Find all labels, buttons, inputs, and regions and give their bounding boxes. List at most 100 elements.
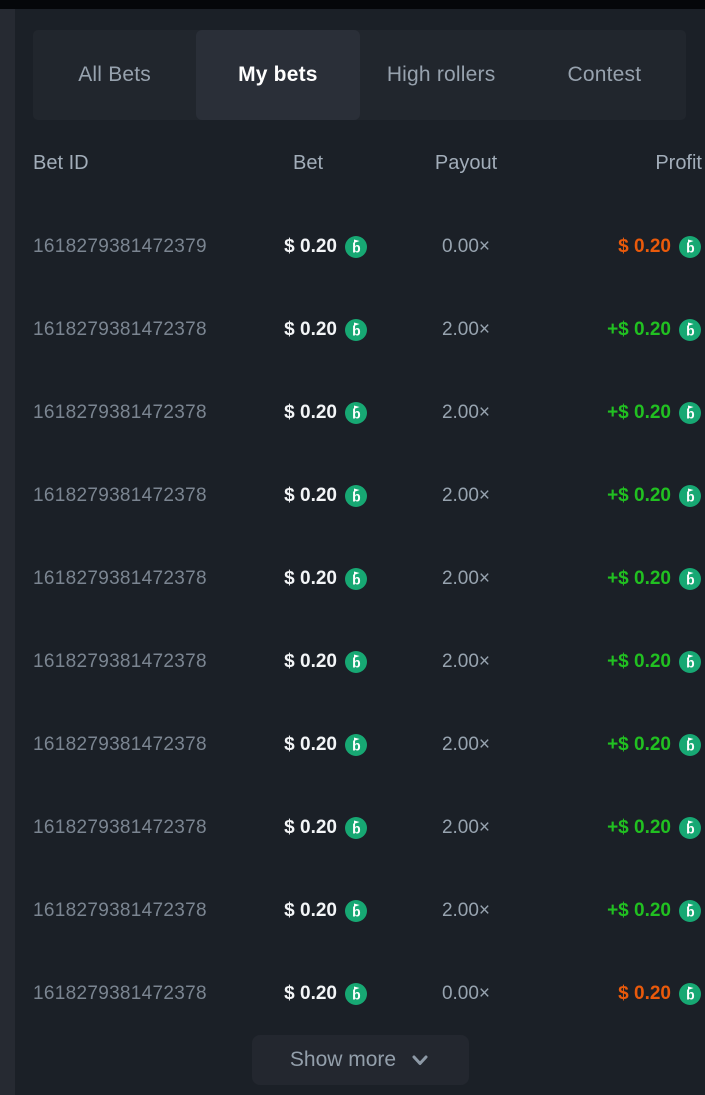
table-row[interactable]: 1618279381472378 $ 0.20 b 0.00× $ 0.20 b (15, 952, 705, 1035)
table-row[interactable]: 1618279381472379 $ 0.20 b 0.00× $ 0.20 b (15, 205, 705, 288)
svg-text:b: b (352, 903, 361, 919)
table-row[interactable]: 1618279381472378 $ 0.20 b 2.00× +$ 0.20 … (15, 786, 705, 869)
profit-amount: +$ 0.20 (607, 484, 671, 506)
table-header: Bet ID Bet Payout Profit (15, 148, 705, 178)
bet-amount: $ 0.20 (284, 733, 337, 755)
profit-cell: +$ 0.20 b (564, 318, 702, 342)
payout-multiplier: 2.00× (441, 401, 491, 423)
bcd-coin-icon: b (678, 650, 702, 674)
bet-id: 1618279381472378 (33, 899, 207, 921)
bcd-coin-icon: b (344, 235, 368, 259)
bcd-coin-icon: b (678, 567, 702, 591)
svg-text:b: b (352, 737, 361, 753)
svg-text:b: b (686, 405, 695, 421)
payout-multiplier: 2.00× (441, 650, 491, 672)
chevron-down-icon (412, 1055, 428, 1065)
profit-amount: +$ 0.20 (607, 650, 671, 672)
svg-text:b: b (352, 405, 361, 421)
profit-amount: $ 0.20 (618, 235, 671, 257)
table-row[interactable]: 1618279381472378 $ 0.20 b 2.00× +$ 0.20 … (15, 454, 705, 537)
bcd-coin-icon: b (344, 567, 368, 591)
svg-text:b: b (686, 820, 695, 836)
svg-text:b: b (686, 737, 695, 753)
bet-id: 1618279381472378 (33, 484, 207, 506)
bet-id: 1618279381472378 (33, 733, 207, 755)
svg-text:b: b (686, 322, 695, 338)
bet-amount: $ 0.20 (284, 401, 337, 423)
svg-text:b: b (352, 571, 361, 587)
profit-amount: $ 0.20 (618, 982, 671, 1004)
tab-high-rollers[interactable]: High rollers (360, 30, 523, 120)
table-row[interactable]: 1618279381472378 $ 0.20 b 2.00× +$ 0.20 … (15, 371, 705, 454)
svg-text:b: b (686, 488, 695, 504)
bet-amount-cell: $ 0.20 b (248, 401, 368, 425)
bet-amount-cell: $ 0.20 b (248, 567, 368, 591)
profit-cell: +$ 0.20 b (564, 650, 702, 674)
bet-id: 1618279381472378 (33, 567, 207, 589)
table-row[interactable]: 1618279381472378 $ 0.20 b 2.00× +$ 0.20 … (15, 537, 705, 620)
bet-amount-cell: $ 0.20 b (248, 899, 368, 923)
bet-amount-cell: $ 0.20 b (248, 733, 368, 757)
bcd-coin-icon: b (344, 318, 368, 342)
bcd-coin-icon: b (678, 484, 702, 508)
bcd-coin-icon: b (678, 816, 702, 840)
svg-text:b: b (686, 239, 695, 255)
profit-cell: +$ 0.20 b (564, 567, 702, 591)
bet-amount-cell: $ 0.20 b (248, 235, 368, 259)
svg-text:b: b (352, 986, 361, 1002)
payout-multiplier: 0.00× (441, 982, 491, 1004)
svg-text:b: b (686, 986, 695, 1002)
profit-amount: +$ 0.20 (607, 816, 671, 838)
profit-amount: +$ 0.20 (607, 567, 671, 589)
bcd-coin-icon: b (678, 733, 702, 757)
bet-id: 1618279381472378 (33, 816, 207, 838)
svg-text:b: b (352, 322, 361, 338)
profit-amount: +$ 0.20 (607, 401, 671, 423)
show-more-button[interactable]: Show more (251, 1035, 469, 1085)
profit-amount: +$ 0.20 (607, 733, 671, 755)
tab-all-bets[interactable]: All Bets (33, 30, 196, 120)
svg-text:b: b (686, 903, 695, 919)
bcd-coin-icon: b (344, 899, 368, 923)
left-edge (0, 9, 15, 1095)
bcd-coin-icon: b (344, 733, 368, 757)
column-header-payout: Payout (434, 151, 498, 174)
bet-id: 1618279381472378 (33, 318, 207, 340)
bet-amount: $ 0.20 (284, 816, 337, 838)
tab-contest[interactable]: Contest (523, 30, 686, 120)
payout-multiplier: 2.00× (441, 318, 491, 340)
bcd-coin-icon: b (344, 982, 368, 1006)
table-row[interactable]: 1618279381472378 $ 0.20 b 2.00× +$ 0.20 … (15, 620, 705, 703)
profit-amount: +$ 0.20 (607, 318, 671, 340)
profit-cell: +$ 0.20 b (564, 733, 702, 757)
bet-id: 1618279381472378 (33, 650, 207, 672)
bcd-coin-icon: b (678, 982, 702, 1006)
bet-amount-cell: $ 0.20 b (248, 650, 368, 674)
table-row[interactable]: 1618279381472378 $ 0.20 b 2.00× +$ 0.20 … (15, 288, 705, 371)
show-more-container: Show more (15, 1035, 705, 1085)
payout-multiplier: 0.00× (441, 235, 491, 257)
bet-amount-cell: $ 0.20 b (248, 816, 368, 840)
bcd-coin-icon: b (344, 484, 368, 508)
profit-amount: +$ 0.20 (607, 899, 671, 921)
tab-label: High rollers (386, 63, 496, 86)
bet-amount: $ 0.20 (284, 318, 337, 340)
profit-cell: +$ 0.20 b (564, 484, 702, 508)
bet-amount: $ 0.20 (284, 567, 337, 589)
profit-cell: $ 0.20 b (564, 235, 702, 259)
profit-cell: +$ 0.20 b (564, 899, 702, 923)
payout-multiplier: 2.00× (441, 899, 491, 921)
bet-amount: $ 0.20 (284, 982, 337, 1004)
table-row[interactable]: 1618279381472378 $ 0.20 b 2.00× +$ 0.20 … (15, 869, 705, 952)
table-row[interactable]: 1618279381472378 $ 0.20 b 2.00× +$ 0.20 … (15, 703, 705, 786)
column-header-bet: Bet (292, 151, 324, 174)
bcd-coin-icon: b (678, 318, 702, 342)
bet-amount-cell: $ 0.20 b (248, 484, 368, 508)
tab-my-bets[interactable]: My bets (196, 30, 360, 120)
svg-text:b: b (686, 571, 695, 587)
bet-amount: $ 0.20 (284, 650, 337, 672)
payout-multiplier: 2.00× (441, 567, 491, 589)
bet-id: 1618279381472378 (33, 982, 207, 1004)
tab-label: All Bets (78, 63, 152, 86)
